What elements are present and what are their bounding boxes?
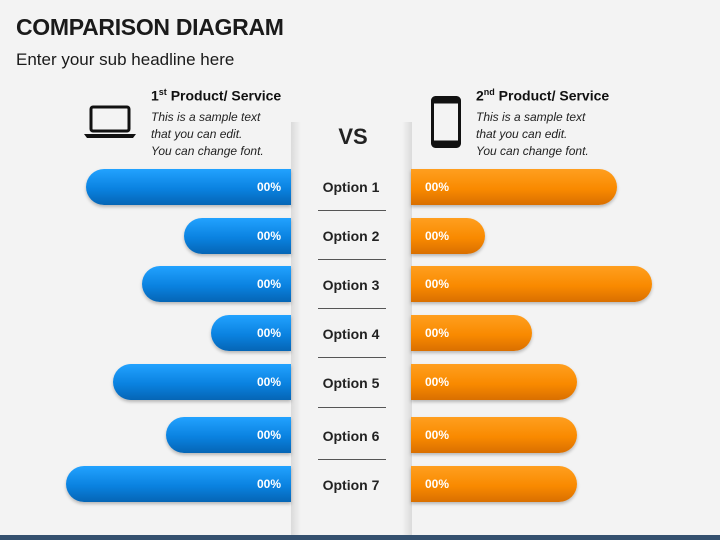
left-value-option-7: 00% [257, 477, 282, 491]
option-divider [318, 259, 386, 260]
left-value-option-3: 00% [257, 277, 282, 291]
right-bar-option-1 [411, 169, 617, 205]
page-title: COMPARISON DIAGRAM [16, 14, 284, 40]
option-label-2: Option 2 [322, 228, 380, 244]
left-bar-option-3 [142, 266, 291, 302]
right-bar-option-5 [411, 364, 577, 400]
right-value-option-6: 00% [425, 428, 450, 442]
left-product-title: 1st Product/ Service [151, 87, 282, 104]
right-bar-option-3 [411, 266, 652, 302]
right-bar-option-7 [411, 466, 577, 502]
page-subtitle: Enter your sub headline here [16, 50, 235, 69]
right-value-option-3: 00% [425, 277, 450, 291]
right-value-option-5: 00% [425, 375, 450, 389]
left-bar-option-5 [113, 364, 291, 400]
left-product-description: This is a sample text that you can edit.… [151, 110, 264, 158]
left-bar-option-2 [184, 218, 291, 254]
option-label-1: Option 1 [322, 179, 380, 195]
right-value-option-7: 00% [425, 477, 450, 491]
left-bar-option-6 [166, 417, 291, 453]
option-divider [318, 210, 386, 211]
left-value-option-2: 00% [257, 229, 282, 243]
right-product-title: 2nd Product/ Service [476, 87, 610, 104]
left-bar-option-4 [211, 315, 291, 351]
right-value-option-4: 00% [425, 326, 450, 340]
left-bar-option-1 [86, 169, 291, 205]
right-bar-option-4 [411, 315, 532, 351]
laptop-icon [84, 105, 136, 138]
option-divider [318, 459, 386, 460]
right-value-option-2: 00% [425, 229, 450, 243]
option-divider [318, 308, 386, 309]
option-label-3: Option 3 [322, 277, 380, 293]
option-divider [318, 407, 386, 408]
option-label-5: Option 5 [322, 375, 380, 391]
option-label-6: Option 6 [322, 428, 380, 444]
left-value-option-5: 00% [257, 375, 282, 389]
left-value-option-4: 00% [257, 326, 282, 340]
right-value-option-1: 00% [425, 180, 450, 194]
vs-label: VS [338, 124, 368, 149]
smartphone-icon [431, 96, 461, 148]
left-value-option-6: 00% [257, 428, 282, 442]
left-value-option-1: 00% [257, 180, 282, 194]
option-label-4: Option 4 [322, 326, 380, 342]
footer-bar [0, 535, 720, 540]
right-product-description: This is a sample text that you can edit.… [476, 110, 589, 158]
right-bar-option-2 [411, 218, 485, 254]
center-strip [291, 122, 412, 540]
left-bar-option-7 [66, 466, 291, 502]
option-label-7: Option 7 [322, 477, 380, 493]
right-bar-option-6 [411, 417, 577, 453]
option-divider [318, 357, 386, 358]
